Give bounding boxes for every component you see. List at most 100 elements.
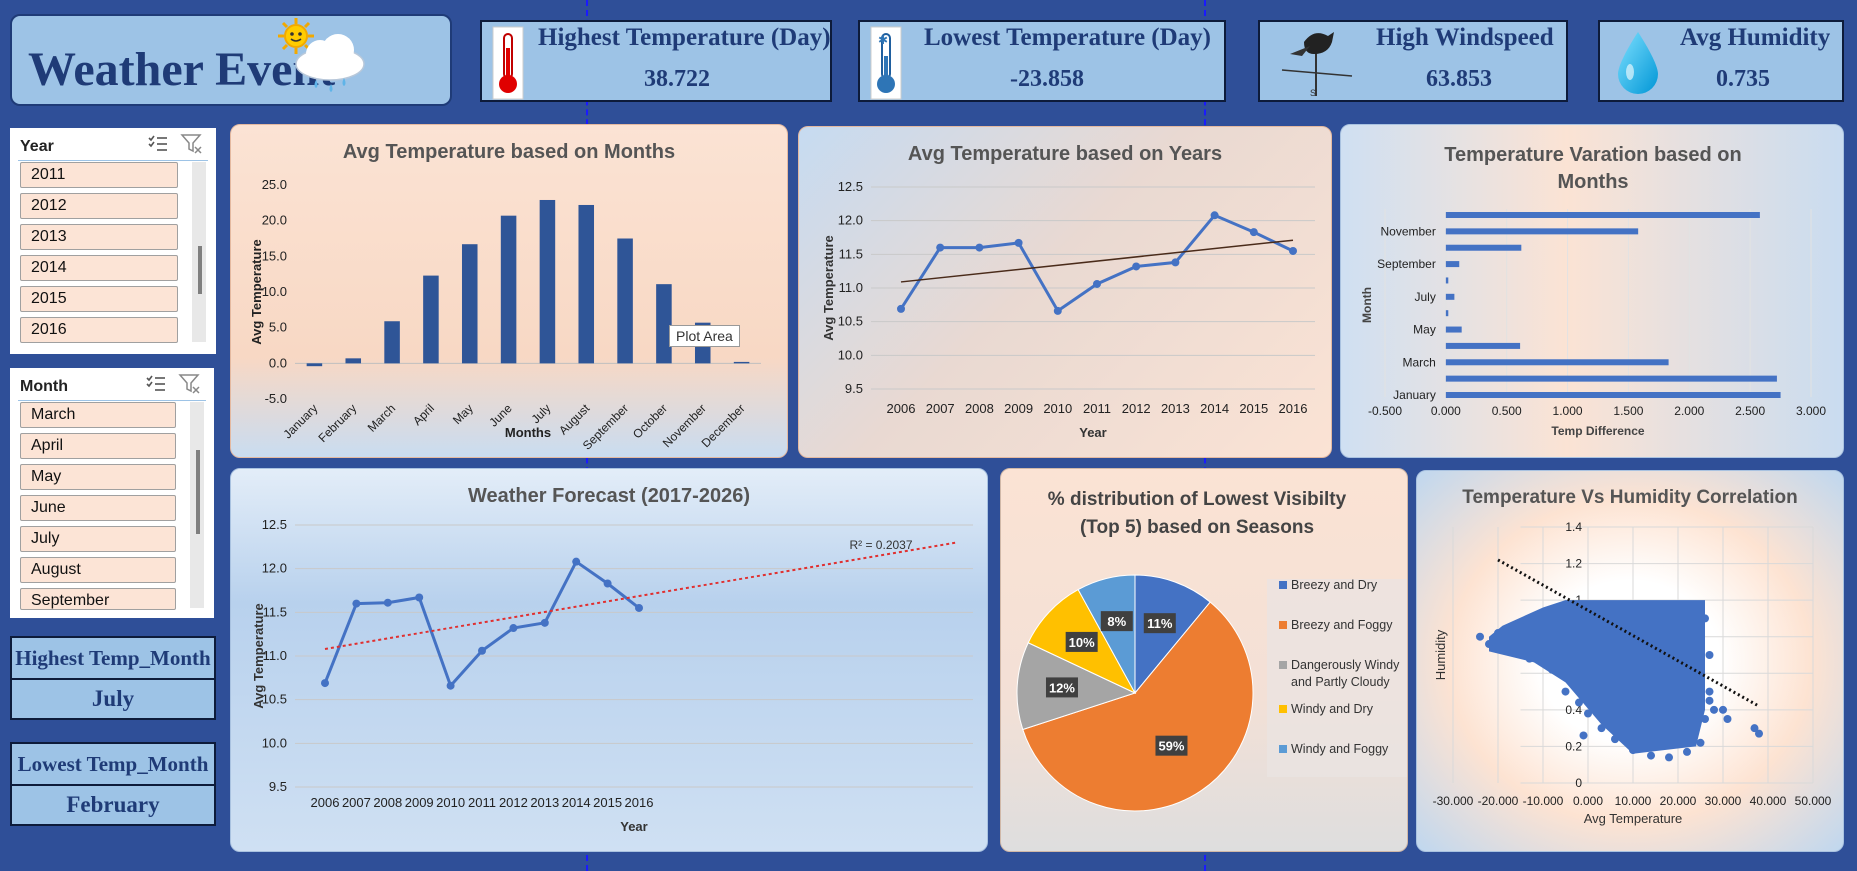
kpi-label: Avg Humidity [1680,24,1831,51]
bar [1445,359,1669,366]
bar [1445,293,1455,300]
x-tick-label: 2.500 [1735,404,1765,418]
y-tick-label: 0 [1575,776,1582,790]
data-point [1647,751,1655,760]
month-option[interactable]: March [20,402,176,428]
y-tick-label: January [1393,388,1436,402]
chart-temp-variation[interactable]: Temperature Varation based on Months -0.50… [1340,124,1844,458]
x-tick-label: 2011 [468,795,496,810]
bar [1445,261,1460,268]
x-tick-label: 2013 [530,795,559,810]
data-point [897,304,905,313]
svg-text:✱: ✱ [878,33,888,47]
kpi-value: 63.853 [1426,66,1492,92]
y-tick-label: 10.0 [262,284,287,299]
year-option[interactable]: 2013 [20,224,178,250]
data-label-box [1155,735,1188,756]
x-tick-label: 2009 [405,795,434,810]
plot-area-tooltip: Plot Area [669,325,740,347]
data-point [540,618,549,627]
data-point [1629,746,1637,755]
slicer-scroll-thumb[interactable] [198,246,202,294]
card-value: July [91,686,135,711]
x-tick-label: 2014 [562,795,591,810]
x-tick-label: 2015 [593,795,622,810]
kpi-highest-temperature: Highest Temperature (Day) 38.722 [480,20,832,102]
y-tick-label: 12.5 [838,179,863,194]
y-tick-label: 11.5 [839,246,863,261]
clear-filter-icon[interactable] [178,372,202,396]
month-option[interactable]: July [20,526,176,552]
year-option[interactable]: 2014 [20,255,178,281]
x-axis-title: Year [1079,425,1106,440]
month-option[interactable]: August [20,557,176,583]
month-option[interactable]: June [20,495,176,521]
y-tick-label: 1.4 [1565,520,1582,534]
x-tick-label: 2007 [342,795,371,810]
x-tick-label: 2015 [1239,401,1268,416]
pie-slice [1077,574,1136,694]
x-tick-label: 2012 [499,795,528,810]
data-label: 10% [1069,635,1095,650]
data-point [1534,614,1543,623]
slicer-divider [18,400,206,401]
data-point [1750,724,1759,733]
legend-label: Windy and Dry [1291,702,1374,716]
bar [461,244,478,364]
x-tick-label: 2008 [373,795,402,810]
chart-weather-forecast[interactable]: Weather Forecast (2017-2026) 9.5 10.0 10.5… [230,468,988,852]
y-tick-label: 9.5 [845,381,863,396]
dashboard-title: Weather Event [28,43,336,96]
data-point [1755,729,1763,738]
year-option[interactable]: 2012 [20,193,178,219]
month-option[interactable]: April [20,433,176,459]
legend-swatch [1279,745,1287,753]
data-point [1683,747,1691,756]
bar [384,321,400,364]
y-tick-label: September [1377,257,1436,271]
multi-select-icon[interactable] [144,372,168,396]
kpi-label: Lowest Temperature (Day) [924,24,1211,51]
legend-label: Windy and Foggy [1291,742,1389,756]
chart-plot[interactable]: Temperature Varation based on Months -0.50… [1341,125,1844,458]
year-option[interactable]: 2011 [20,162,178,188]
month-option[interactable]: September [20,588,176,610]
slicer-scroll-thumb[interactable] [196,450,200,534]
lowest-temp-month-card: Lowest Temp_Month February [10,742,216,826]
weather-sun-cloud-icon [278,18,365,92]
data-label: 8% [1107,614,1126,629]
x-axis-title: Avg Temperature [1584,811,1683,826]
pie-slice [1134,574,1211,695]
data-point [1476,632,1484,641]
y-tick-label: 11.0 [839,280,863,295]
x-tick-label: -20.000 [1478,794,1519,808]
data-point [446,681,455,690]
chart-plot[interactable]: % distribution of Lowest Visibilty (Top 5… [1001,469,1408,852]
legend-swatch [1279,621,1287,629]
bar [1445,228,1639,235]
chart-plot[interactable]: -5.00.05.010.015.020.025.0JanuaryFebruar… [231,125,788,458]
data-point [635,603,643,612]
data-point [1575,698,1583,707]
month-option[interactable]: May [20,464,176,490]
year-option[interactable]: 2015 [20,286,178,312]
bar [423,275,439,364]
x-tick-label: 1.500 [1613,404,1643,418]
data-point [321,679,329,688]
data-point [1719,705,1727,714]
chart-plot[interactable]: -30.000 -20.000 -10.000 0.000 10.000 20.000 30… [1417,471,1844,852]
clear-filter-icon[interactable] [180,132,204,156]
data-point [478,646,486,655]
year-option[interactable]: 2016 [20,317,178,343]
chart-yearly-avg-temp[interactable]: Avg Temperature based on Years 9.5 10.0 10… [798,126,1332,458]
chart-monthly-avg-temp[interactable]: Avg Temperature based on Months -5.0 0.0 5… [230,124,788,458]
chart-temp-humidity-scatter[interactable]: Temperature Vs Humidity Correlation -30.… [1416,470,1844,852]
thermometer-hot-icon [492,26,524,100]
data-point [936,243,945,252]
x-tick-label: March [365,401,398,434]
multi-select-icon[interactable] [146,132,170,156]
bar [345,358,362,364]
chart-visibility-pie[interactable]: % distribution of Lowest Visibilty (Top 5… [1000,468,1408,852]
